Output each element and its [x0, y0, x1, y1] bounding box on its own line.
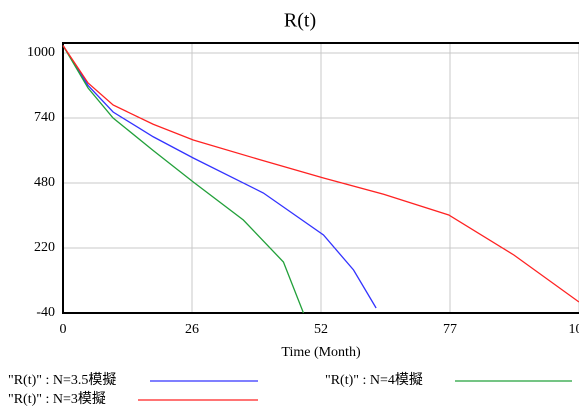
x-tick-label: 77	[443, 322, 457, 337]
legend-label: "R(t)" : N=4模擬	[325, 372, 423, 388]
y-tick-label: 220	[34, 240, 55, 255]
plot-frame	[62, 42, 579, 314]
series-line	[62, 45, 377, 309]
y-tick-label: 740	[34, 110, 55, 125]
y-tick-label: 480	[34, 175, 55, 190]
legend-label: "R(t)" : N=3模擬	[8, 391, 106, 407]
legend-label: "R(t)" : N=3.5模擬	[8, 372, 116, 388]
chart-title: R(t)	[284, 10, 316, 32]
series-line	[62, 45, 579, 303]
series-line	[62, 45, 305, 314]
x-tick-label: 26	[185, 322, 199, 337]
x-tick-label: 103	[569, 322, 579, 337]
y-tick-label: -40	[36, 305, 55, 320]
x-axis-label: Time (Month)	[281, 345, 361, 360]
y-tick-label: 1000	[27, 45, 55, 60]
x-tick-label: 0	[60, 322, 67, 337]
x-tick-label: 52	[314, 322, 328, 337]
